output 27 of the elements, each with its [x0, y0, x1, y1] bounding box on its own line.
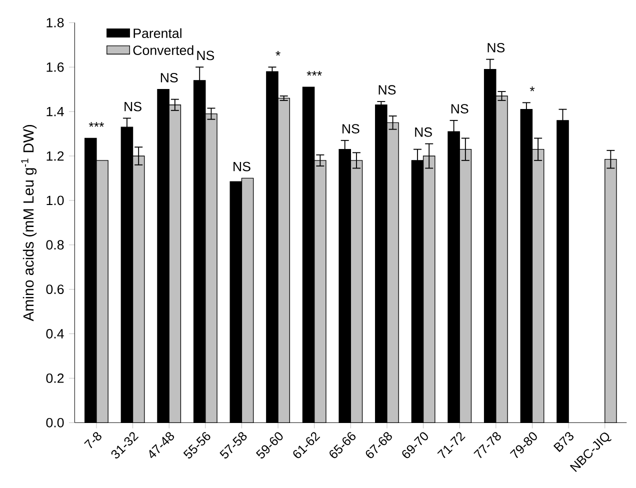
x-tick-label: 7-8 [84, 432, 102, 448]
y-tick-label: 1.8 [46, 18, 64, 28]
annotation: *** [88, 122, 104, 127]
y-tick-label: 1.6 [46, 62, 64, 72]
legend-label: Converted [133, 45, 194, 56]
y-tick-label: 0.8 [46, 240, 64, 250]
y-tick-label: 0.6 [46, 284, 64, 294]
annotation: NS [124, 102, 142, 112]
y-tick-label: 0.4 [46, 329, 64, 338]
annotation: NS [451, 104, 468, 114]
y-tick-label: 1.0 [46, 196, 64, 206]
annotation: NS [378, 85, 396, 95]
annotation: NS [197, 50, 214, 60]
legend-label: Parental [134, 28, 182, 38]
y-tick-label: 1.2 [46, 151, 64, 161]
y-tick-label: 1.4 [46, 106, 64, 116]
annotation: NS [342, 124, 360, 134]
y-axis-title: Amino acids (mM Leu g$^{-1}$ DW) [21, 124, 37, 322]
y-tick-label: 0.2 [46, 373, 64, 383]
annotation: NS [160, 72, 178, 82]
annotation: NS [234, 162, 250, 172]
annotation: * [276, 50, 280, 56]
annotation: * [530, 86, 535, 92]
annotation: NS [415, 127, 432, 137]
annotation: NS [488, 42, 505, 52]
annotation: *** [306, 70, 322, 76]
y-tick-label: 0.0 [46, 418, 64, 428]
